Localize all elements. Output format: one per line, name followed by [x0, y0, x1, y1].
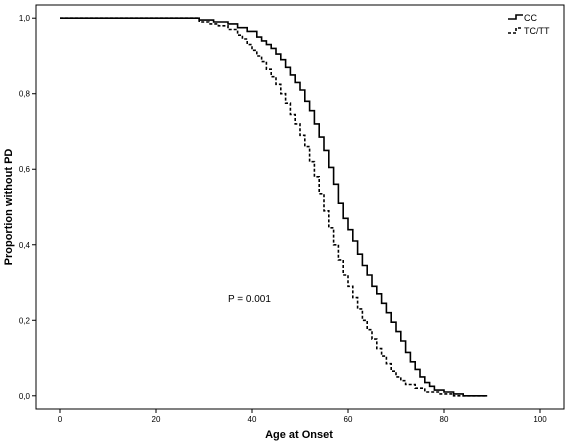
x-tick-label: 0 [58, 415, 63, 424]
legend-label-cc: CC [524, 13, 537, 23]
y-tick-label: 0,6 [19, 165, 31, 174]
legend: CC TC/TT [508, 13, 550, 36]
y-tick-label: 0,4 [19, 241, 31, 250]
y-tick-label: 0,0 [19, 392, 31, 401]
x-tick-label: 100 [533, 415, 547, 424]
p-value-annotation: P = 0.001 [228, 294, 271, 305]
x-tick-label: 80 [440, 415, 449, 424]
x-tick-label: 40 [248, 415, 257, 424]
x-axis-title: Age at Onset [265, 429, 333, 441]
plot-frame [35, 4, 565, 410]
y-axis-title: Proportion without PD [3, 149, 15, 266]
y-tick-label: 0,2 [19, 316, 31, 325]
x-tick-label: 60 [344, 415, 353, 424]
y-tick-label: 0,8 [19, 90, 31, 99]
legend-swatch-cc [508, 14, 523, 20]
x-tick-label: 20 [152, 415, 161, 424]
legend-swatch-tctt [508, 27, 523, 34]
legend-label-tctt: TC/TT [524, 26, 550, 36]
series-layer [60, 17, 488, 397]
series-line-cc [60, 17, 488, 397]
y-tick-label: 1,0 [19, 14, 31, 23]
x-axis: 0 20 40 60 80 100 [58, 409, 547, 424]
y-axis: 0,0 0,2 0,4 0,6 0,8 1,0 [19, 14, 36, 401]
